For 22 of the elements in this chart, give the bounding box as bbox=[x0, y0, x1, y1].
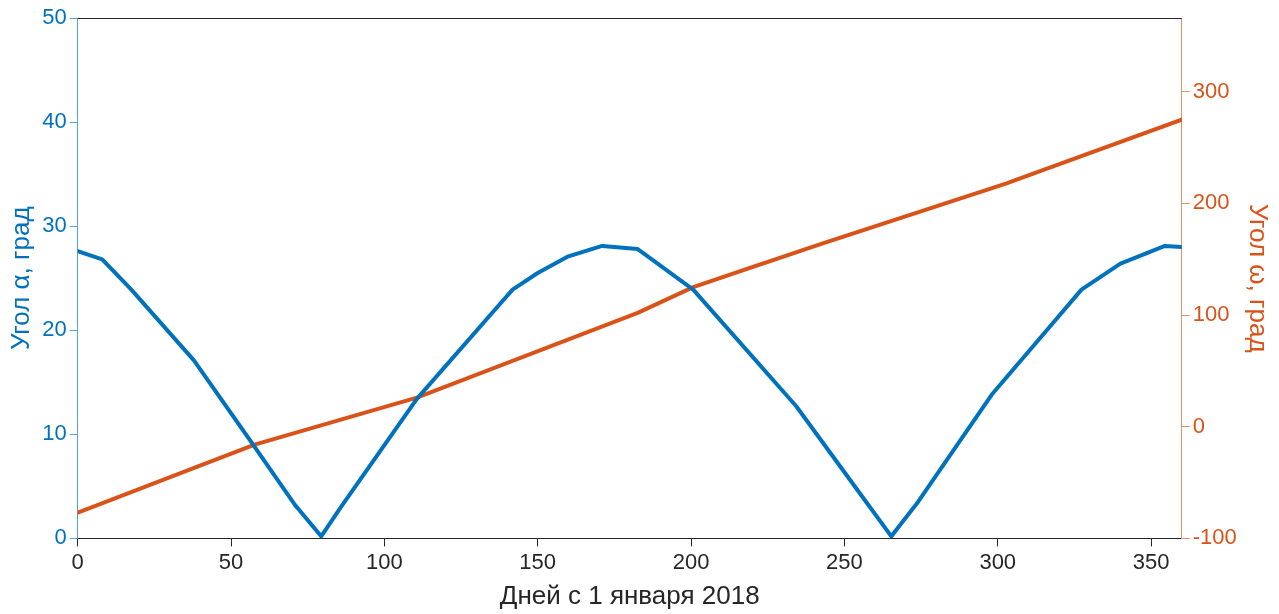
y2-tick-label: -100 bbox=[1192, 524, 1237, 550]
x-tick-label: 50 bbox=[218, 548, 244, 574]
y2-axis-title: Угол ω, град bbox=[1244, 203, 1275, 353]
y-tick-label: 20 bbox=[42, 316, 67, 342]
y-axis-title: Угол α, град bbox=[4, 206, 35, 350]
y2-tick-label: 100 bbox=[1192, 301, 1230, 327]
y2-tick-label: 300 bbox=[1192, 77, 1230, 103]
y-tick-label: 50 bbox=[42, 4, 67, 30]
x-tick-label: 0 bbox=[71, 548, 84, 574]
x-tick-label: 150 bbox=[519, 548, 557, 574]
x-tick-label: 200 bbox=[672, 548, 710, 574]
y-tick-label: 0 bbox=[54, 524, 67, 550]
x-axis-title: Дней с 1 января 2018 bbox=[499, 579, 760, 610]
y2-tick-label: 0 bbox=[1192, 412, 1206, 438]
y-tick-label: 10 bbox=[42, 420, 67, 446]
x-tick-label: 350 bbox=[1132, 548, 1170, 574]
y2-tick-label: 200 bbox=[1192, 189, 1230, 215]
x-tick-label: 250 bbox=[826, 548, 863, 574]
x-tick-label: 100 bbox=[366, 548, 403, 574]
y-tick-label: 30 bbox=[42, 212, 67, 238]
y-tick-label: 40 bbox=[42, 108, 67, 134]
x-tick-label: 300 bbox=[979, 548, 1017, 574]
